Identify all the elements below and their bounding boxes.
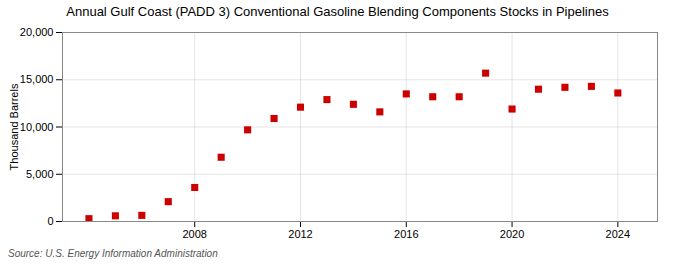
svg-text:2020: 2020 xyxy=(500,228,524,240)
html-text:Source: U.S. Energy Informatio: Source: U.S. Energy Information Administ… xyxy=(8,248,218,259)
svg-text:5,000: 5,000 xyxy=(26,168,54,180)
svg-text:2012: 2012 xyxy=(288,228,312,240)
svg-text:15,000: 15,000 xyxy=(20,73,54,85)
svg-text:Thousand Barrels: Thousand Barrels xyxy=(8,83,20,170)
svg-text:2008: 2008 xyxy=(182,228,206,240)
svg-text:2024: 2024 xyxy=(606,228,630,240)
svg-text:20,000: 20,000 xyxy=(20,26,54,38)
svg-text:2016: 2016 xyxy=(394,228,418,240)
html-text:Annual Gulf Coast (PADD 3) Con: Annual Gulf Coast (PADD 3) Conventional … xyxy=(66,4,609,19)
svg-text:0: 0 xyxy=(47,215,53,227)
svg-text:10,000: 10,000 xyxy=(20,121,54,133)
